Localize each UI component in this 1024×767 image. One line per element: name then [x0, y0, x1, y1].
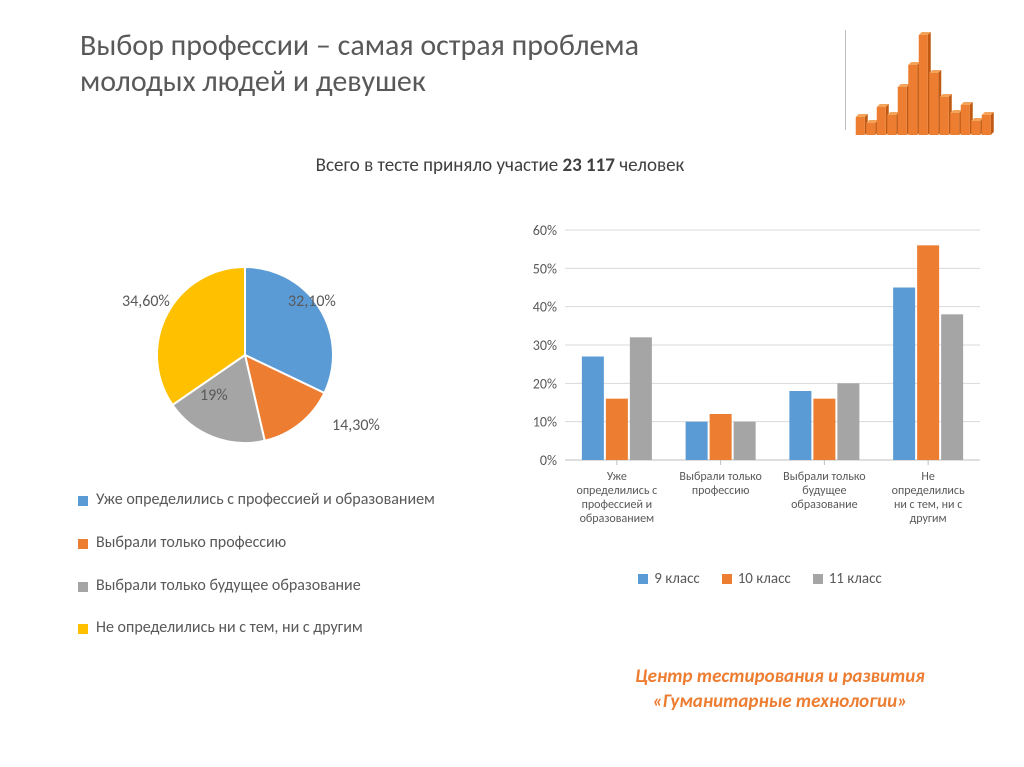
legend-item: Выбрали только будущее образование — [78, 576, 458, 597]
pie-slice-label: 34,60% — [122, 292, 170, 311]
bar — [837, 383, 859, 460]
svg-text:20%: 20% — [533, 375, 557, 392]
footer-line2: «Гуманитарные технологии» — [653, 690, 908, 713]
bar — [941, 314, 963, 460]
header-divider — [845, 30, 846, 130]
bar-legend-item: 9 класс — [638, 570, 699, 588]
bar — [630, 337, 652, 460]
legend-item: Уже определились с профессией и образова… — [78, 490, 458, 511]
svg-text:Выбрали толькопрофессию: Выбрали толькопрофессию — [679, 470, 761, 498]
legend-item: Выбрали только профессию — [78, 533, 458, 554]
bar — [917, 245, 939, 460]
decorative-bars-icon — [854, 20, 994, 140]
subtitle-post: человек — [615, 154, 684, 177]
legend-swatch — [78, 582, 88, 592]
legend-label: Выбрали только профессию — [96, 533, 286, 554]
bar — [813, 399, 835, 460]
bar-chart: 0% 10% 20% 30% 40% 50% 60% Ужеопределились спро… — [510, 220, 990, 580]
svg-text:30%: 30% — [533, 337, 557, 354]
bar — [606, 399, 628, 460]
legend-label: Выбрали только будущее образование — [96, 576, 361, 597]
legend-swatch — [78, 624, 88, 634]
bar-legend-item: 10 класс — [722, 570, 791, 588]
legend-label: 10 класс — [738, 570, 791, 588]
subtitle: Всего в тесте приняло участие 23 117 чел… — [220, 154, 780, 177]
pie-slice-label: 19% — [200, 386, 228, 405]
svg-text:Ужеопределились спрофессией ио: Ужеопределились спрофессией иобразование… — [576, 470, 657, 526]
bar — [582, 357, 604, 461]
bar — [734, 422, 756, 460]
svg-text:50%: 50% — [533, 260, 557, 277]
legend-swatch — [813, 574, 823, 584]
legend-swatch — [638, 574, 648, 584]
legend-item: Не определились ни с тем, ни с другим — [78, 618, 458, 639]
legend-label: 9 класс — [654, 570, 699, 588]
subtitle-pre: Всего в тесте приняло участие — [316, 154, 563, 177]
svg-text:0%: 0% — [540, 452, 557, 469]
legend-swatch — [722, 574, 732, 584]
legend-label: Не определились ни с тем, ни с другим — [96, 618, 363, 639]
svg-text:10%: 10% — [533, 414, 557, 431]
bar-legend-item: 11 класс — [813, 570, 882, 588]
bar — [686, 422, 708, 460]
pie-chart: 32,10%14,30%19%34,60% — [120, 230, 370, 480]
slide-title: Выбор профессии – самая острая проблема … — [80, 28, 700, 100]
bar — [710, 414, 732, 460]
legend-swatch — [78, 496, 88, 506]
bar-legend: 9 класс 10 класс 11 класс — [560, 570, 960, 588]
svg-text:40%: 40% — [533, 299, 557, 316]
footer-line1: Центр тестирования и развития — [635, 665, 924, 688]
svg-text:Выбрали толькобудущееобразован: Выбрали толькобудущееобразование — [783, 470, 865, 512]
legend-label: Уже определились с профессией и образова… — [96, 490, 435, 511]
bar — [893, 288, 915, 461]
footer-credit: Центр тестирования и развития «Гуманитар… — [570, 665, 990, 714]
subtitle-count: 23 117 — [562, 154, 614, 177]
svg-text:Неопределилисьни с тем, ни сдр: Неопределилисьни с тем, ни сдругим — [892, 470, 965, 526]
pie-legend: Уже определились с профессией и образова… — [78, 490, 458, 661]
bar — [789, 391, 811, 460]
legend-label: 11 класс — [829, 570, 882, 588]
legend-swatch — [78, 539, 88, 549]
pie-slice-label: 32,10% — [288, 292, 336, 311]
pie-slice-label: 14,30% — [332, 416, 380, 435]
svg-text:60%: 60% — [533, 222, 557, 239]
